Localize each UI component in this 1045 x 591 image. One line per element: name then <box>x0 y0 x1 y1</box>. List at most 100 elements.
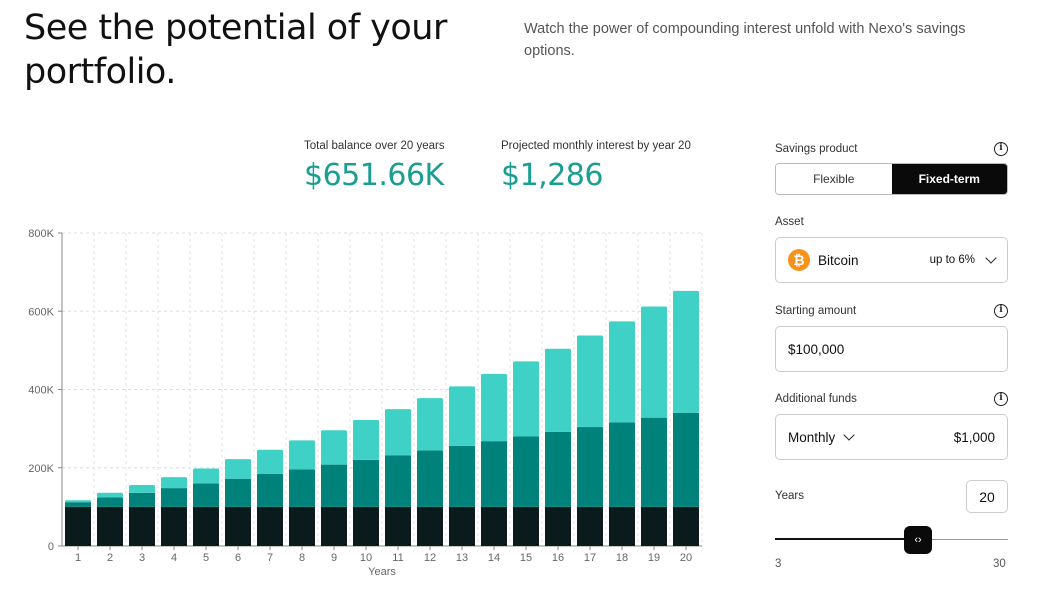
bar-segment-2 <box>353 459 379 507</box>
starting-amount-value: $100,000 <box>788 341 845 357</box>
asset-label: Asset <box>775 216 804 228</box>
bar-segment-2 <box>289 469 315 507</box>
bar-segment-2 <box>513 436 539 507</box>
y-tick-label: 200K <box>28 463 54 475</box>
bar-segment-2 <box>97 497 123 507</box>
starting-amount-row: Starting amount i <box>775 302 1008 320</box>
savings-product-label: Savings product <box>775 143 858 155</box>
savings-product-row: Savings product i <box>775 140 1008 158</box>
asset-select[interactable]: ₿ Bitcoin up to 6% <box>775 237 1008 283</box>
bar-segment-1 <box>545 506 571 546</box>
bar-segment-1 <box>513 506 539 546</box>
slider-track[interactable] <box>918 538 1008 540</box>
bar-segment-3 <box>289 440 315 470</box>
x-tick-label: 20 <box>680 552 692 564</box>
asset-rate: up to 6% <box>929 254 975 266</box>
chevron-down-icon[interactable] <box>843 429 855 441</box>
bar-segment-2 <box>257 474 283 507</box>
additional-funds-row: Additional funds i <box>775 390 1008 408</box>
slider-handle[interactable]: ‹› <box>904 526 932 554</box>
bar-segment-1 <box>321 506 347 546</box>
starting-amount-input[interactable]: $100,000 <box>775 326 1008 372</box>
bar-segment-2 <box>417 450 443 507</box>
page-title: See the potential of your portfolio. <box>24 8 447 92</box>
option-fixed-term[interactable]: Fixed-term <box>891 164 1007 194</box>
bar-segment-1 <box>417 506 443 546</box>
bar-segment-2 <box>385 455 411 507</box>
bar-segment-1 <box>353 506 379 546</box>
x-tick-label: 14 <box>488 552 500 564</box>
bar-segment-3 <box>577 335 603 428</box>
slider-max-label: 30 <box>993 558 1006 570</box>
x-tick-label: 12 <box>424 552 436 564</box>
bar-segment-3 <box>193 468 219 484</box>
info-icon[interactable]: i <box>994 142 1008 156</box>
bar-segment-2 <box>641 417 667 507</box>
bar-segment-1 <box>193 506 219 546</box>
slider-min-label: 3 <box>775 558 782 570</box>
bar-segment-1 <box>161 506 187 546</box>
additional-amount-value[interactable]: $1,000 <box>953 429 995 445</box>
bar-segment-1 <box>577 506 603 546</box>
bar-segment-3 <box>449 386 475 446</box>
savings-product-toggle[interactable]: Flexible Fixed-term <box>775 163 1008 195</box>
bar-segment-3 <box>641 306 667 418</box>
bar-segment-3 <box>65 500 91 503</box>
asset-name: Bitcoin <box>818 252 859 268</box>
bar-segment-2 <box>673 412 699 507</box>
bar-segment-3 <box>257 449 283 475</box>
bar-segment-3 <box>129 484 155 493</box>
option-flexible[interactable]: Flexible <box>776 164 892 194</box>
bar-segment-2 <box>193 483 219 507</box>
info-icon[interactable]: i <box>994 304 1008 318</box>
x-tick-label: 5 <box>203 552 209 564</box>
info-icon[interactable]: i <box>994 392 1008 406</box>
bar-segment-1 <box>449 506 475 546</box>
frequency-select[interactable]: Monthly <box>788 429 836 445</box>
bar-segment-2 <box>577 427 603 507</box>
x-tick-label: 7 <box>267 552 273 564</box>
years-input[interactable]: 20 <box>966 480 1008 513</box>
y-tick-label: 400K <box>28 385 54 397</box>
bar-segment-3 <box>225 459 251 479</box>
bar-segment-3 <box>385 409 411 456</box>
bar-segment-3 <box>609 321 635 423</box>
bar-segment-1 <box>97 506 123 546</box>
bar-segment-2 <box>321 464 347 507</box>
monthly-interest-stat: Projected monthly interest by year 20 $1… <box>501 140 691 193</box>
additional-funds-input[interactable]: Monthly $1,000 <box>775 414 1008 460</box>
x-tick-label: 9 <box>331 552 337 564</box>
y-tick-label: 0 <box>48 541 54 553</box>
x-tick-label: 18 <box>616 552 628 564</box>
x-tick-label: 1 <box>75 552 81 564</box>
x-tick-label: 4 <box>171 552 177 564</box>
bar-segment-2 <box>609 422 635 507</box>
bar-segment-2 <box>545 431 571 507</box>
x-tick-label: 15 <box>520 552 532 564</box>
monthly-interest-value: $1,286 <box>501 158 603 193</box>
chevron-down-icon <box>985 252 997 264</box>
bar-segment-3 <box>321 430 347 465</box>
asset-row: Asset <box>775 213 1008 231</box>
x-tick-label: 16 <box>552 552 564 564</box>
x-axis-label: Years <box>368 566 396 578</box>
bitcoin-icon: ₿ <box>788 249 810 271</box>
bar-segment-3 <box>673 290 699 413</box>
bar-segment-3 <box>353 420 379 460</box>
x-tick-label: 11 <box>392 552 403 564</box>
bar-segment-1 <box>385 506 411 546</box>
bar-segment-3 <box>417 398 443 451</box>
x-tick-label: 19 <box>648 552 660 564</box>
years-label: Years <box>775 490 804 502</box>
slider-track-filled[interactable] <box>775 538 918 540</box>
total-balance-label: Total balance over 20 years <box>304 140 445 152</box>
bar-segment-1 <box>673 506 699 546</box>
bar-segment-1 <box>289 506 315 546</box>
y-tick-label: 800K <box>28 228 54 240</box>
bar-segment-1 <box>257 506 283 546</box>
page-subtitle: Watch the power of compounding interest … <box>524 21 966 59</box>
bar-segment-3 <box>97 492 123 498</box>
y-tick-label: 600K <box>28 306 54 318</box>
bar-segment-1 <box>481 506 507 546</box>
